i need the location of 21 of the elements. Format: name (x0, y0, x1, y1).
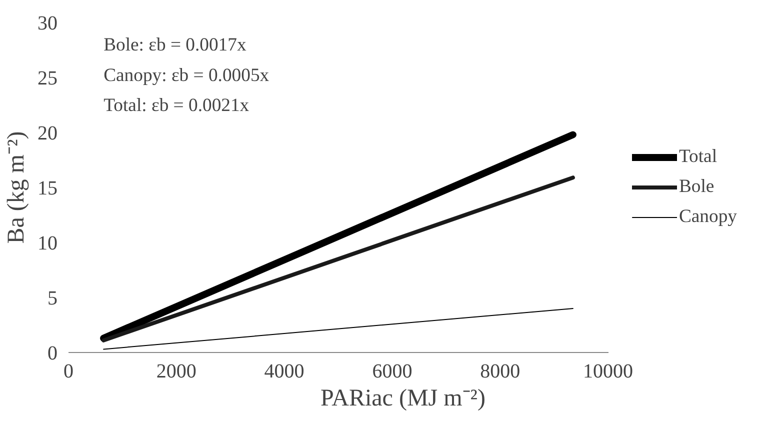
y-tick-label: 25 (38, 68, 58, 90)
y-tick-label: 15 (38, 178, 58, 200)
annotation: Canopy: εb = 0.0005x (104, 64, 270, 86)
legend-label: Bole (678, 176, 714, 198)
x-tick-label: 0 (64, 360, 74, 382)
y-tick-label: 10 (38, 232, 58, 254)
annotation: Bole: εb = 0.0017x (104, 34, 247, 56)
x-tick-label: 6000 (372, 360, 412, 382)
y-tick-label: 5 (48, 288, 58, 310)
x-tick-label: 10000 (583, 360, 634, 382)
annotation: Total: εb = 0.0021x (104, 95, 250, 116)
legend-label: Total (678, 146, 718, 168)
y-tick-label: 30 (38, 12, 58, 34)
x-axis-title: PARiac (MJ m⁻²) (320, 386, 486, 412)
y-axis-title: Ba (kg m⁻²) (4, 131, 30, 244)
y-tick-label: 0 (48, 342, 58, 364)
x-tick-label: 4000 (264, 360, 304, 382)
legend-label: Canopy (678, 206, 737, 228)
x-tick-label: 8000 (480, 360, 520, 382)
y-tick-label: 20 (38, 122, 58, 144)
x-tick-label: 2000 (156, 360, 196, 382)
